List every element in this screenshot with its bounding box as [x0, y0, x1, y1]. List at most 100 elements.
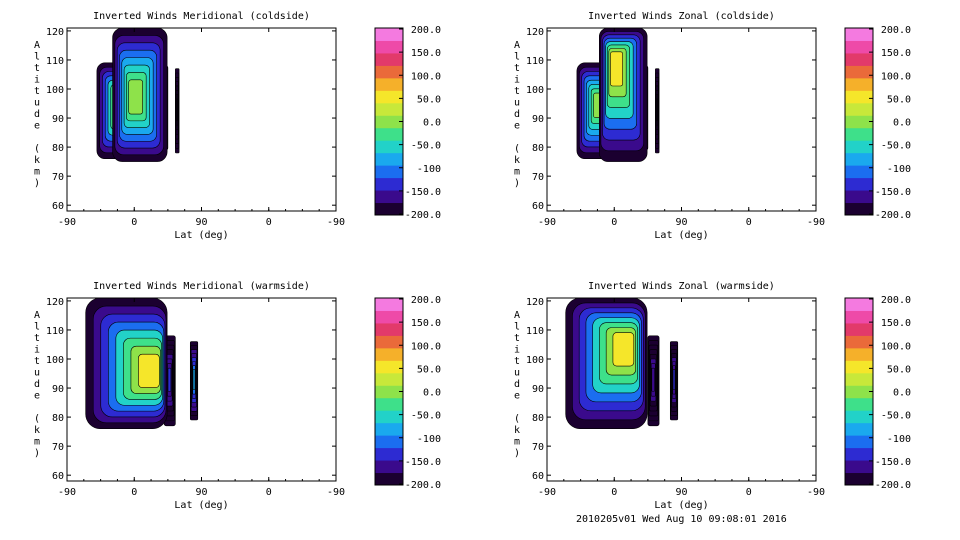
chart-title: Inverted Winds Zonal (warmside) [588, 281, 775, 292]
colorbar-swatch [375, 347, 403, 361]
colorbar-swatch [845, 40, 873, 54]
colorbar-swatch [845, 77, 873, 91]
contour-level [651, 367, 655, 392]
y-tick-label: 100 [526, 85, 544, 96]
contour-level [176, 98, 178, 121]
y-tick-label: 80 [52, 143, 64, 154]
y-tick-label: 60 [52, 471, 64, 482]
colorbar-swatch [845, 28, 873, 41]
colorbar-tick-label: 50.0 [887, 94, 911, 105]
colorbar: 200.0 150.0 100.0 50.0 0.0 -50.0 -100 -150.0 -20… [844, 25, 911, 221]
contour-level [167, 367, 172, 392]
y-tick-label: 70 [532, 442, 544, 453]
colorbar-tick-label: -100 [887, 434, 911, 445]
colorbar-tick-label: 50.0 [417, 364, 441, 375]
colorbar-swatch [845, 127, 873, 141]
colorbar-swatch [375, 40, 403, 54]
contour-level [610, 51, 623, 87]
colorbar-swatch [375, 102, 403, 116]
x-tick-label: 0 [266, 217, 272, 228]
colorbar-swatch [845, 152, 873, 166]
y-tick-label: 90 [52, 114, 64, 125]
contour-region-main-field [85, 298, 168, 430]
y-tick-label: 70 [52, 442, 64, 453]
colorbar-swatch [375, 298, 403, 311]
x-tick-label: -90 [538, 217, 556, 228]
colorbar-swatch [845, 397, 873, 411]
y-tick-label: 120 [526, 297, 544, 308]
chart-panel-1: -90 0 90 0 -90 60 70 80 90 100 110 120 Inverted Wind… [34, 11, 441, 241]
colorbar: 200.0 150.0 100.0 50.0 0.0 -50.0 -100 -150.0 -20… [374, 25, 441, 221]
colorbar-tick-label: 100.0 [411, 341, 441, 352]
y-tick-label: 100 [46, 85, 64, 96]
colorbar-tick-label: -150.0 [875, 457, 911, 468]
y-tick-label: 110 [526, 56, 544, 67]
colorbar-swatch [845, 335, 873, 349]
x-tick-label: 0 [131, 487, 137, 498]
colorbar-tick-label: -200.0 [875, 480, 911, 491]
x-axis-label: Lat (deg) [174, 500, 228, 511]
colorbar-tick-label: 0.0 [893, 118, 911, 129]
colorbar-tick-label: 50.0 [887, 364, 911, 375]
x-tick-label: -90 [58, 217, 76, 228]
colorbar-swatch [375, 472, 403, 486]
colorbar-tick-label: 200.0 [881, 25, 911, 36]
chart-panel-3: -90 0 90 0 -90 60 70 80 90 100 110 120 Inverted Wind… [34, 281, 441, 511]
y-tick-label: 60 [52, 201, 64, 212]
colorbar-tick-label: 50.0 [417, 94, 441, 105]
colorbar-swatch [845, 90, 873, 104]
y-tick-label: 120 [526, 27, 544, 38]
colorbar-swatch [375, 447, 403, 461]
colorbar-tick-label: 0.0 [893, 388, 911, 399]
y-tick-label: 90 [52, 384, 64, 395]
colorbar-swatch [375, 165, 403, 179]
contour-level [192, 369, 196, 391]
x-tick-label: 90 [195, 487, 207, 498]
colorbar-swatch [845, 102, 873, 116]
colorbar-tick-label: 200.0 [411, 295, 441, 306]
colorbar-tick-label: -200.0 [405, 210, 441, 221]
colorbar-tick-label: -50.0 [411, 411, 441, 422]
plot-area [576, 28, 660, 162]
colorbar-tick-label: -200.0 [875, 210, 911, 221]
x-axis-label: Lat (deg) [174, 230, 228, 241]
x-tick-label: -90 [538, 487, 556, 498]
contour-level [672, 369, 676, 391]
colorbar-tick-label: -150.0 [405, 457, 441, 468]
y-tick-label: 60 [532, 471, 544, 482]
contour-level [612, 332, 635, 367]
colorbar-swatch [845, 322, 873, 336]
contour-level [128, 79, 143, 115]
colorbar-swatch [375, 77, 403, 91]
colorbar-swatch [375, 65, 403, 79]
colorbar-swatch [375, 90, 403, 104]
plot-area [565, 298, 679, 430]
colorbar-tick-label: 0.0 [423, 118, 441, 129]
colorbar-swatch [375, 460, 403, 474]
contour-region-strip-2 [669, 341, 679, 421]
colorbar-swatch [845, 115, 873, 129]
chart-title: Inverted Winds Zonal (coldside) [588, 11, 775, 22]
colorbar-swatch [845, 360, 873, 374]
colorbar-swatch [375, 385, 403, 399]
y-tick-label: 80 [532, 413, 544, 424]
x-tick-label: 0 [131, 217, 137, 228]
colorbar-swatch [845, 165, 873, 179]
colorbar-swatch [375, 435, 403, 449]
plot-area [96, 28, 180, 162]
x-tick-label: 0 [266, 487, 272, 498]
colorbar-swatch [845, 140, 873, 154]
colorbar-tick-label: -50.0 [881, 411, 911, 422]
colorbar: 200.0 150.0 100.0 50.0 0.0 -50.0 -100 -150.0 -20… [844, 295, 911, 491]
y-tick-label: 70 [532, 172, 544, 183]
colorbar: 200.0 150.0 100.0 50.0 0.0 -50.0 -100 -150.0 -20… [374, 295, 441, 491]
contour-level [656, 98, 658, 121]
colorbar-tick-label: -50.0 [411, 141, 441, 152]
colorbar-tick-label: 200.0 [411, 25, 441, 36]
colorbar-swatch [845, 447, 873, 461]
colorbar-swatch [375, 422, 403, 436]
colorbar-swatch [845, 435, 873, 449]
colorbar-swatch [845, 310, 873, 324]
x-tick-label: 90 [675, 487, 687, 498]
x-axis-label: Lat (deg) [654, 230, 708, 241]
